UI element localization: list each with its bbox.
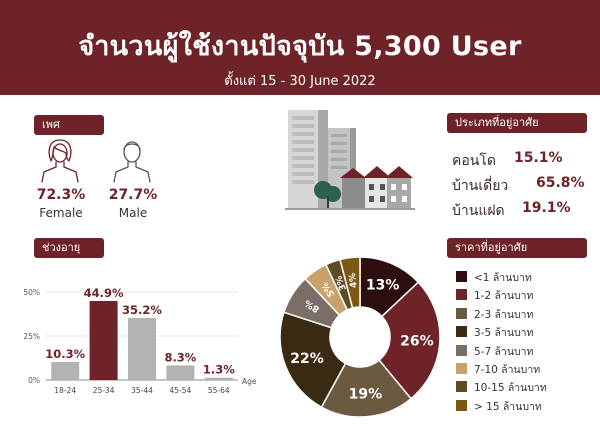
gender-tag: เพศ — [34, 115, 104, 135]
age-tag: ช่วงอายุ — [34, 238, 104, 258]
bar — [204, 377, 233, 380]
legend-swatch — [456, 307, 467, 319]
male-percent: 27.7% — [108, 187, 158, 203]
x-tick-label: 55-64 — [208, 386, 230, 395]
bar-value-label: 1.3% — [203, 363, 235, 377]
legend-label: 2-3 ล้านบาท — [474, 308, 534, 321]
legend-label: 3-5 ล้านบาท — [474, 327, 534, 340]
female-percent: 72.3% — [36, 187, 86, 203]
bar — [51, 361, 80, 380]
slice-label: 13% — [366, 278, 400, 294]
residence-name: คอนโด — [452, 153, 496, 169]
residence-name: บ้านเดี่ยว — [452, 178, 509, 194]
legend-swatch — [456, 381, 467, 393]
bar-value-label: 35.2% — [122, 303, 162, 317]
bar-value-label: 8.3% — [164, 350, 196, 364]
legend-item: 7-10 ล้านบาท — [456, 360, 596, 378]
bar — [89, 300, 118, 380]
slice-label: 4% — [348, 272, 360, 288]
buildings-illustration — [285, 110, 415, 210]
slice-label: 26% — [400, 334, 434, 350]
bar — [128, 318, 156, 380]
x-tick-label: 25-34 — [93, 386, 115, 395]
residence-row: บ้านแฝด 19.1% — [452, 200, 592, 222]
residence-row: บ้านเดี่ยว 65.8% — [452, 175, 592, 197]
male-icon — [113, 141, 151, 183]
female-label: Female — [39, 206, 83, 220]
donut-slice — [279, 311, 347, 409]
legend-item: 10-15 ล้านบาท — [456, 378, 596, 396]
legend-label: 10-15 ล้านบาท — [474, 382, 547, 395]
legend-label: > 15 ล้านบาท — [474, 400, 542, 413]
legend-item: > 15 ล้านบาท — [456, 397, 596, 415]
price-legend: <1 ล้านบาท 1-2 ล้านบาท 2-3 ล้านบาท 3-5 ล้าน… — [456, 268, 596, 415]
female-stat: 72.3% Female — [26, 187, 96, 220]
date-range: ตั้งแต่ 15 - 30 June 2022 — [224, 74, 376, 89]
female-icon — [41, 139, 79, 183]
legend-item: 1-2 ล้านบาท — [456, 286, 596, 304]
page-title: จำนวนผู้ใช้งานปัจจุบัน 5,300 User — [78, 31, 522, 62]
legend-item: 5-7 ล้านบาท — [456, 342, 596, 360]
x-tick-label: 35-44 — [131, 386, 153, 395]
legend-swatch — [456, 289, 467, 301]
legend-item: 2-3 ล้านบาท — [456, 305, 596, 323]
residence-value: 15.1% — [514, 150, 563, 166]
legend-swatch — [456, 326, 467, 338]
legend-label: 5-7 ล้านบาท — [474, 345, 534, 358]
residence-row: คอนโด 15.1% — [452, 150, 592, 172]
residence-value: 65.8% — [536, 175, 585, 191]
header-banner: จำนวนผู้ใช้งานปัจจุบัน 5,300 User ตั้งแต… — [0, 0, 600, 95]
legend-label: <1 ล้านบาท — [474, 272, 532, 284]
legend-item: 3-5 ล้านบาท — [456, 323, 596, 341]
slice-label: 22% — [290, 351, 324, 367]
bar-value-label: 10.3% — [45, 347, 85, 361]
y-tick-label: 25% — [23, 332, 40, 341]
bar — [166, 365, 195, 380]
residence-name: บ้านแฝด — [452, 203, 505, 219]
male-stat: 27.7% Male — [98, 187, 168, 220]
donut-slice — [320, 359, 413, 418]
x-axis-label: Age — [242, 377, 257, 386]
donut-slice — [339, 256, 361, 309]
legend-swatch — [456, 271, 467, 282]
legend-label: 7-10 ล้านบาท — [474, 363, 541, 376]
legend-label: 1-2 ล้านบาท — [474, 290, 534, 303]
x-tick-label: 45-54 — [170, 386, 192, 395]
bar-value-label: 44.9% — [84, 286, 124, 300]
legend-item: <1 ล้านบาท — [456, 268, 596, 286]
price-tag: ราคาที่อยู่อาศัย — [447, 238, 587, 258]
residence-tag: ประเภทที่อยู่อาศัย — [447, 113, 587, 133]
legend-swatch — [456, 362, 467, 374]
donut-slice — [378, 281, 441, 400]
residence-value: 19.1% — [522, 200, 571, 216]
y-tick-label: 0% — [28, 376, 40, 385]
male-label: Male — [118, 206, 148, 220]
slice-label: 19% — [349, 387, 383, 403]
legend-swatch — [456, 399, 467, 411]
y-tick-label: 50% — [23, 288, 40, 297]
age-bar-chart: 0% 25% 50% 10.3% 18-24 44.9% 25-34 35.2% 35-44 8.… — [23, 286, 257, 395]
x-tick-label: 18-24 — [54, 386, 76, 395]
legend-swatch — [456, 344, 467, 356]
price-donut-chart: 13%26%19%22%8%5%3% 4% — [279, 256, 441, 418]
